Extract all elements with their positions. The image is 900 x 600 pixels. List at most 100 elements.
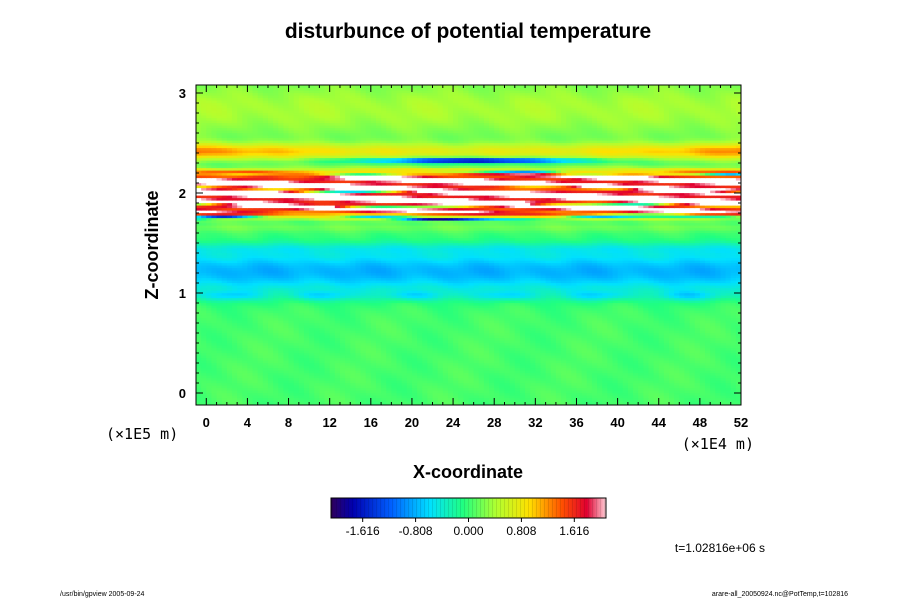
heatmap-cell bbox=[211, 362, 218, 366]
heatmap-cell bbox=[494, 290, 500, 294]
heatmap-cell bbox=[694, 392, 701, 396]
heatmap-cell bbox=[483, 340, 490, 344]
heatmap-cell bbox=[242, 402, 249, 405]
heatmap-cell bbox=[730, 367, 737, 371]
heatmap-cell bbox=[401, 387, 408, 391]
heatmap-cell bbox=[288, 400, 295, 404]
heatmap-cell bbox=[211, 327, 218, 331]
heatmap-cell bbox=[602, 332, 608, 336]
heatmap-cell bbox=[201, 302, 207, 306]
heatmap-cell bbox=[653, 297, 660, 301]
heatmap-cell bbox=[447, 327, 454, 331]
heatmap-cell bbox=[406, 350, 413, 354]
heatmap-cell bbox=[571, 292, 578, 296]
heatmap-cell bbox=[689, 390, 696, 394]
heatmap-cell bbox=[514, 290, 521, 294]
heatmap-cell bbox=[216, 385, 223, 389]
heatmap-cell bbox=[381, 315, 387, 319]
heatmap-cell bbox=[483, 297, 490, 301]
heatmap-cell bbox=[514, 320, 521, 324]
heatmap-cell bbox=[350, 392, 356, 396]
heatmap-cell bbox=[237, 377, 243, 381]
heatmap-cell bbox=[607, 325, 614, 329]
heatmap-cell bbox=[237, 300, 243, 304]
heatmap-cell bbox=[355, 317, 362, 321]
heatmap-cell bbox=[396, 320, 403, 324]
heatmap-cell bbox=[715, 365, 722, 369]
heatmap-cell bbox=[360, 300, 367, 304]
heatmap-cell bbox=[530, 317, 536, 321]
heatmap-cell bbox=[298, 392, 305, 396]
heatmap-cell bbox=[226, 315, 233, 319]
heatmap-cell bbox=[489, 380, 495, 384]
heatmap-cell bbox=[509, 357, 516, 361]
heatmap-cell bbox=[627, 357, 634, 361]
heatmap-cell bbox=[545, 335, 552, 339]
heatmap-cell bbox=[494, 360, 500, 364]
heatmap-cell bbox=[370, 300, 377, 304]
heatmap-cell bbox=[566, 375, 572, 379]
heatmap-cell bbox=[401, 342, 408, 346]
heatmap-cell bbox=[617, 367, 624, 371]
heatmap-cell bbox=[273, 375, 279, 379]
heatmap-cell bbox=[478, 307, 485, 311]
heatmap-cell bbox=[391, 332, 398, 336]
heatmap-cell bbox=[196, 297, 202, 301]
heatmap-cell bbox=[720, 397, 727, 401]
heatmap-cell bbox=[303, 357, 310, 361]
heatmap-cell bbox=[612, 300, 619, 304]
heatmap-cell bbox=[705, 395, 711, 399]
heatmap-cell bbox=[427, 292, 434, 296]
heatmap-cell bbox=[355, 327, 362, 331]
heatmap-cell bbox=[262, 335, 269, 339]
heatmap-cell bbox=[586, 347, 593, 351]
heatmap-cell bbox=[339, 355, 346, 359]
heatmap-cell bbox=[329, 332, 336, 336]
heatmap-cell bbox=[463, 330, 470, 334]
heatmap-cell bbox=[401, 305, 408, 309]
heatmap-cell bbox=[257, 347, 264, 351]
heatmap-cell bbox=[509, 330, 516, 334]
heatmap-cell bbox=[442, 325, 449, 329]
heatmap-cell bbox=[607, 307, 614, 311]
heatmap-cell bbox=[535, 312, 542, 316]
heatmap-cell bbox=[221, 377, 228, 381]
heatmap-cell bbox=[401, 357, 408, 361]
heatmap-cell bbox=[535, 397, 542, 401]
heatmap-cell bbox=[473, 377, 480, 381]
heatmap-cell bbox=[339, 395, 346, 399]
heatmap-cell bbox=[417, 330, 423, 334]
heatmap-cell bbox=[638, 287, 644, 291]
heatmap-cell bbox=[314, 392, 320, 396]
heatmap-cell bbox=[663, 382, 670, 386]
heatmap-cell bbox=[730, 390, 737, 394]
heatmap-cell bbox=[262, 305, 269, 309]
heatmap-cell bbox=[201, 315, 207, 319]
heatmap-cell bbox=[684, 355, 691, 359]
heatmap-cell bbox=[381, 367, 387, 371]
heatmap-cell bbox=[437, 345, 444, 349]
heatmap-cell bbox=[257, 387, 264, 391]
heatmap-cell bbox=[216, 352, 223, 356]
heatmap-cell bbox=[499, 382, 506, 386]
heatmap-cell bbox=[679, 380, 686, 384]
heatmap-cell bbox=[288, 335, 295, 339]
heatmap-cell bbox=[442, 377, 449, 381]
heatmap-cell bbox=[375, 330, 382, 334]
heatmap-cell bbox=[725, 300, 732, 304]
heatmap-cell bbox=[345, 305, 351, 309]
heatmap-cell bbox=[725, 367, 732, 371]
heatmap-cell bbox=[314, 287, 320, 291]
heatmap-cell bbox=[720, 367, 727, 371]
heatmap-cell bbox=[201, 292, 207, 296]
heatmap-cell bbox=[319, 297, 326, 301]
heatmap-cell bbox=[638, 382, 644, 386]
heatmap-cell bbox=[514, 350, 521, 354]
heatmap-cell bbox=[530, 302, 536, 306]
heatmap-cell bbox=[453, 345, 459, 349]
heatmap-cell bbox=[370, 297, 377, 301]
heatmap-cell bbox=[478, 352, 485, 356]
heatmap-cell bbox=[206, 340, 213, 344]
heatmap-cell bbox=[705, 377, 711, 381]
heatmap-cell bbox=[437, 342, 444, 346]
